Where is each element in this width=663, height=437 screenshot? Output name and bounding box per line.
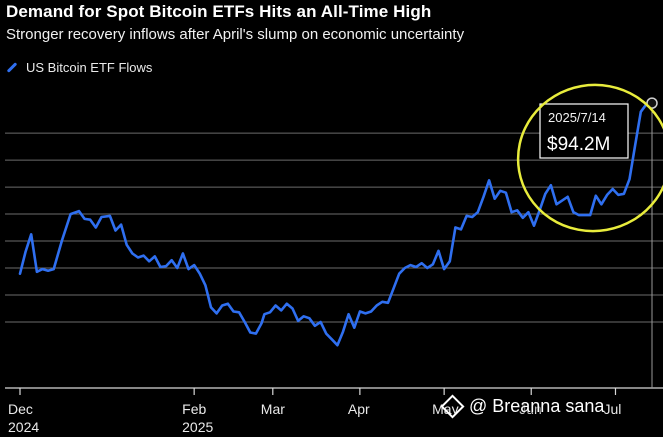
watermark-text: @ Breanna sana: [469, 396, 605, 416]
x-tick-label-apr: Apr: [348, 401, 370, 417]
callout-box: [539, 103, 629, 159]
legend-label: US Bitcoin ETF Flows: [26, 60, 153, 75]
chart-title: Demand for Spot Bitcoin ETFs Hits an All…: [6, 2, 432, 21]
chart-annotation: 2025/7/14 $94.2M: [516, 83, 663, 388]
x-axis-ticks: Dec 2024 Feb 2025 Mar Apr May Jun Jul: [8, 388, 621, 435]
chart-subtitle: Stronger recovery inflows after April's …: [6, 26, 465, 43]
chart-gridlines: [5, 132, 663, 389]
watermark: @ Breanna sana: [440, 394, 605, 419]
highlight-ellipse: [516, 83, 663, 233]
series-line-1: [18, 101, 654, 347]
x-tick-label-dec: Dec: [8, 401, 33, 417]
x-tick-label-jun: Jun: [519, 401, 542, 417]
chart-series: [18, 101, 654, 347]
x-tick-label-jul: Jul: [603, 401, 621, 417]
x-tick-year-2025: 2025: [182, 419, 213, 435]
callout-date: 2025/7/14: [548, 110, 606, 125]
x-tick-label-feb: Feb: [182, 401, 206, 417]
binance-diamond-icon: [440, 394, 465, 419]
callout-value: $94.2M: [547, 134, 610, 155]
x-tick-year-2024: 2024: [8, 419, 39, 435]
x-tick-label-may: May: [432, 401, 458, 417]
chart-legend: US Bitcoin ETF Flows: [6, 60, 152, 75]
x-tick-label-mar: Mar: [261, 401, 285, 417]
